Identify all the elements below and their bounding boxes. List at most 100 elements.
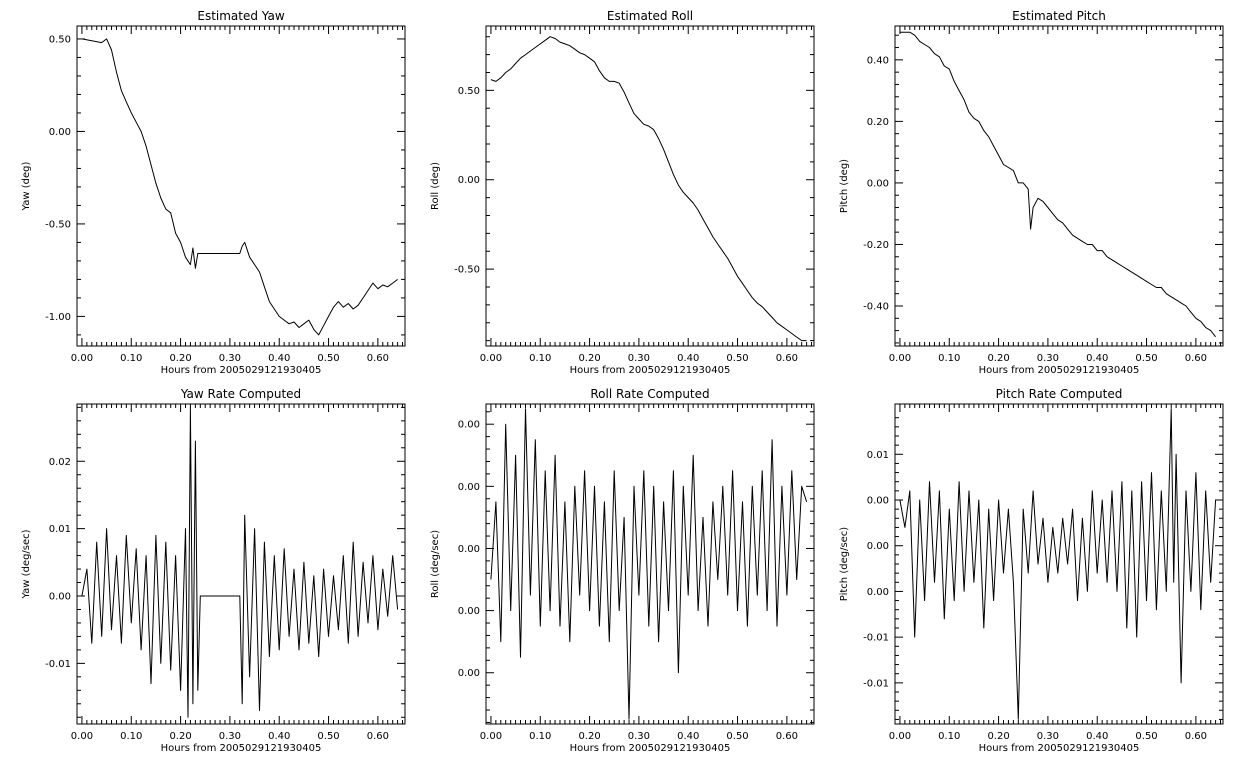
y-tick-label: 0.00 — [867, 178, 889, 189]
chart-title: Estimated Pitch — [1012, 9, 1106, 23]
x-tick-label: 0.00 — [480, 353, 502, 364]
x-tick-label: 0.40 — [268, 353, 290, 364]
series-line — [899, 31, 1216, 338]
x-axis-label: Hours from 2005029121930405 — [161, 365, 322, 376]
x-tick-label: 0.10 — [120, 731, 142, 742]
x-axis-label: Hours from 2005029121930405 — [979, 743, 1140, 754]
y-tick-label: 0.40 — [867, 55, 889, 66]
y-tick-label: 0.00 — [49, 127, 71, 138]
x-tick-label: 0.10 — [120, 353, 142, 364]
y-tick-label: 0.00 — [458, 175, 480, 186]
y-tick-label: 0.50 — [49, 34, 71, 45]
x-tick-label: 0.20 — [169, 731, 191, 742]
y-tick-label: 0.00 — [458, 420, 480, 431]
x-tick-label: 0.60 — [1185, 731, 1207, 742]
series-line — [899, 408, 1217, 720]
x-tick-label: 0.60 — [367, 731, 389, 742]
chart-title: Pitch Rate Computed — [996, 387, 1123, 401]
y-tick-label: 0.00 — [458, 544, 480, 555]
x-tick-label: 0.40 — [268, 731, 290, 742]
x-tick-label: 0.20 — [987, 731, 1009, 742]
chart-panel: Yaw Rate Computed 0.00 0.10 0.20 0.30 0.40 0.5… — [21, 387, 406, 754]
x-tick-label: 0.00 — [71, 353, 93, 364]
x-tick-label: 0.10 — [938, 731, 960, 742]
chart-panel: Pitch Rate Computed 0.00 0.10 0.20 0.30 0.40 0… — [839, 387, 1224, 754]
y-axis-label: Pitch (deg) — [839, 159, 850, 213]
y-tick-label: 0.00 — [458, 606, 480, 617]
plot-frame — [485, 403, 815, 725]
x-tick-label: 0.50 — [726, 731, 748, 742]
plot-frame — [76, 25, 406, 347]
y-tick-label: -0.01 — [863, 678, 889, 689]
x-tick-label: 0.40 — [677, 353, 699, 364]
series-line — [81, 38, 398, 336]
x-axis-label: Hours from 2005029121930405 — [161, 743, 322, 754]
chart-title: Roll Rate Computed — [590, 387, 709, 401]
y-axis-label: Roll (deg/sec) — [430, 530, 441, 598]
x-tick-label: 0.50 — [317, 731, 339, 742]
x-tick-label: 0.50 — [1135, 731, 1157, 742]
y-tick-label: -0.01 — [863, 633, 889, 644]
x-tick-label: 0.20 — [987, 353, 1009, 364]
chart-panel: Estimated Yaw 0.00 0.10 0.20 0.30 0.40 0.50 0.6… — [21, 9, 406, 376]
chart-title: Estimated Yaw — [197, 9, 284, 23]
x-tick-label: 0.50 — [317, 353, 339, 364]
x-tick-label: 0.10 — [529, 353, 551, 364]
x-tick-label: 0.60 — [367, 353, 389, 364]
chart-panel: Roll Rate Computed 0.00 0.10 0.20 0.30 0.40 0.… — [430, 387, 815, 754]
y-tick-label: 0.20 — [867, 117, 889, 128]
plot-frame — [485, 25, 815, 347]
y-tick-label: 0.50 — [458, 86, 480, 97]
x-tick-label: 0.50 — [1135, 353, 1157, 364]
series-line — [490, 36, 807, 342]
chart-title: Estimated Roll — [607, 9, 693, 23]
x-tick-label: 0.10 — [529, 731, 551, 742]
x-tick-label: 0.00 — [889, 353, 911, 364]
x-tick-label: 0.20 — [578, 731, 600, 742]
x-tick-label: 0.00 — [889, 731, 911, 742]
y-tick-label: 0.00 — [867, 587, 889, 598]
y-axis-label: Roll (deg) — [430, 162, 441, 210]
series-line — [490, 408, 808, 720]
x-tick-label: 0.30 — [1037, 731, 1059, 742]
y-tick-label: -0.50 — [454, 265, 480, 276]
y-tick-label: 0.02 — [49, 457, 71, 468]
x-axis-label: Hours from 2005029121930405 — [570, 743, 731, 754]
x-tick-label: 0.40 — [677, 731, 699, 742]
y-tick-label: -0.01 — [45, 659, 71, 670]
x-tick-label: 0.10 — [938, 353, 960, 364]
x-tick-label: 0.30 — [628, 353, 650, 364]
y-tick-label: 0.00 — [458, 668, 480, 679]
x-tick-label: 0.30 — [219, 731, 241, 742]
y-tick-label: 0.01 — [49, 524, 71, 535]
y-tick-label: -0.50 — [45, 219, 71, 230]
y-axis-label: Yaw (deg/sec) — [21, 529, 32, 599]
chart-title: Yaw Rate Computed — [180, 387, 301, 401]
y-tick-label: -0.40 — [863, 302, 889, 313]
x-tick-label: 0.00 — [480, 731, 502, 742]
x-tick-label: 0.30 — [628, 731, 650, 742]
series-line — [81, 406, 399, 718]
x-tick-label: 0.50 — [726, 353, 748, 364]
y-axis-label: Yaw (deg) — [21, 161, 32, 211]
x-tick-label: 0.60 — [776, 731, 798, 742]
plot-frame — [894, 25, 1224, 347]
x-tick-label: 0.60 — [776, 353, 798, 364]
x-tick-label: 0.00 — [71, 731, 93, 742]
x-tick-label: 0.60 — [1185, 353, 1207, 364]
chart-panel: Estimated Roll 0.00 0.10 0.20 0.30 0.40 0.50 0.… — [430, 9, 815, 376]
y-tick-label: 0.01 — [867, 450, 889, 461]
y-tick-label: 0.00 — [867, 496, 889, 507]
y-axis-label: Pitch (deg/sec) — [839, 527, 850, 602]
x-axis-label: Hours from 2005029121930405 — [979, 365, 1140, 376]
x-axis-label: Hours from 2005029121930405 — [570, 365, 731, 376]
y-tick-label: 0.00 — [867, 541, 889, 552]
x-tick-label: 0.30 — [219, 353, 241, 364]
x-tick-label: 0.20 — [578, 353, 600, 364]
x-tick-label: 0.20 — [169, 353, 191, 364]
y-tick-label: -0.20 — [863, 240, 889, 251]
x-tick-label: 0.40 — [1086, 353, 1108, 364]
x-tick-label: 0.30 — [1037, 353, 1059, 364]
y-tick-label: 0.00 — [458, 482, 480, 493]
